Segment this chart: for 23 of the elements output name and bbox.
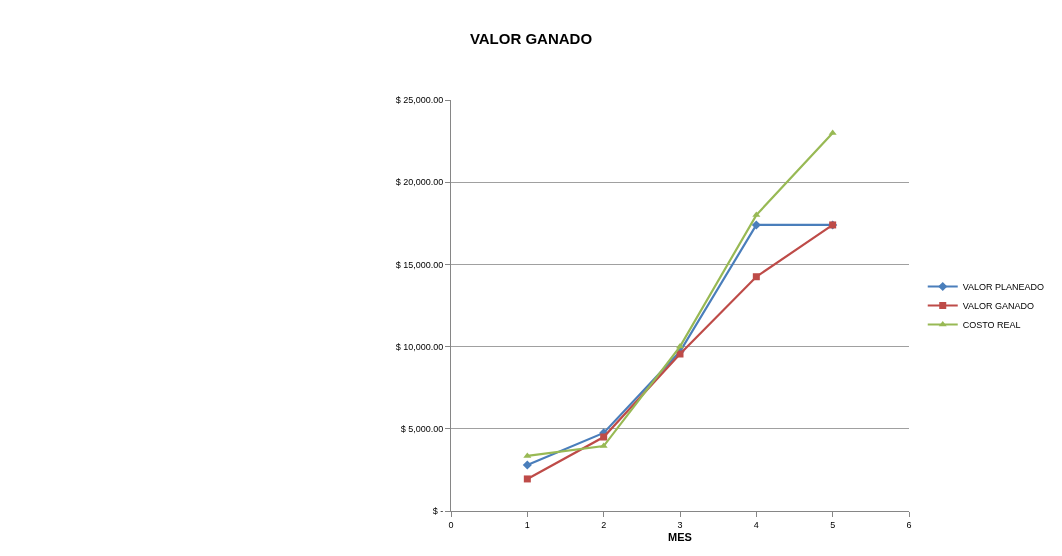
x-tick-label: 5 (830, 519, 836, 530)
y-tick-label: $ 5,000.00 (400, 423, 444, 434)
point (751, 220, 761, 230)
point (600, 433, 608, 441)
x-axis-title: MES (668, 531, 692, 543)
x-tick-label: 1 (524, 519, 530, 530)
y-tick-label: $ 10,000.00 (395, 341, 444, 352)
point (522, 460, 532, 470)
legend-label: VALOR PLANEADO (962, 282, 1045, 293)
y-tick-label: $ 20,000.00 (395, 177, 444, 188)
x-tick-label: 4 (753, 519, 759, 530)
y-tick-label: $ - (432, 506, 444, 517)
point (752, 273, 760, 281)
y-tick-label: $ 25,000.00 (395, 95, 444, 106)
y-tick-label: $ 15,000.00 (395, 259, 444, 270)
point (523, 475, 531, 483)
chart-title: VALOR GANADO (469, 30, 593, 48)
x-tick-label: 3 (677, 519, 683, 530)
legend-label: VALOR GANADO (962, 301, 1035, 312)
x-tick-label: 2 (601, 519, 607, 530)
legend-label: COSTO REAL (962, 320, 1021, 331)
x-tick-label: 0 (448, 519, 454, 530)
x-tick-label: 6 (906, 519, 912, 530)
